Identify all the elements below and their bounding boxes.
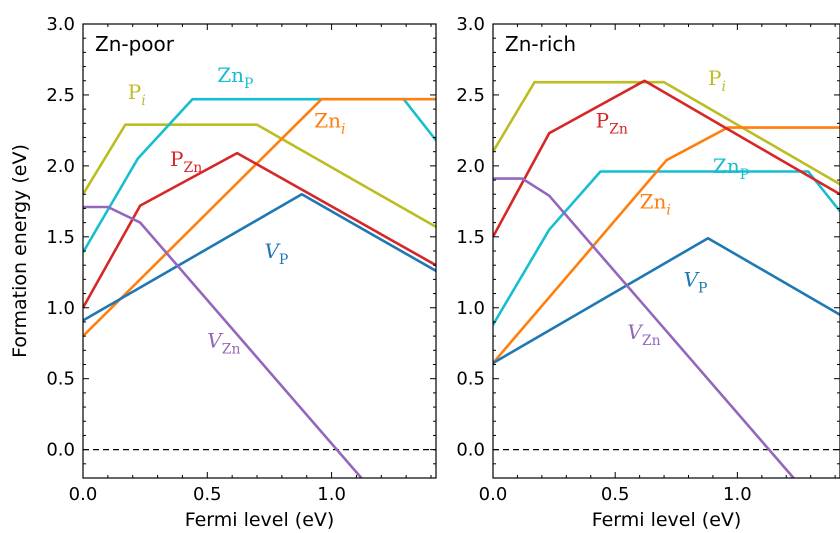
series-line-zn-p [493, 170, 840, 326]
series-line-p-zn [83, 151, 436, 309]
series-label-zn-i: Zni [314, 109, 345, 138]
series-label-v-zn: VZn [627, 320, 660, 349]
series-line-v-zn [493, 177, 795, 478]
y-tick-label: 1.5 [46, 227, 75, 248]
y-tick-label: 0.5 [456, 369, 485, 390]
y-tick-label: 1.5 [456, 227, 485, 248]
x-tick-label: 0.5 [193, 484, 222, 505]
y-tick-label: 0.0 [46, 440, 75, 461]
y-tick-label: 2.0 [46, 156, 75, 177]
series-line-v-zn [83, 205, 363, 478]
series-line-p-zn [493, 79, 840, 238]
x-tick-label: 1.0 [317, 484, 346, 505]
series-label-v-p: VP [264, 239, 288, 268]
y-tick-label: 1.0 [456, 298, 485, 319]
y-tick-label: 3.0 [46, 14, 75, 35]
series-label-v-p: VP [684, 267, 708, 296]
series-line-p-i [493, 80, 840, 186]
series-label-zn-p: ZnP [713, 154, 749, 183]
y-tick-label: 2.5 [46, 85, 75, 106]
series-label-zn-i: Zni [640, 189, 671, 218]
series-line-zn-p [83, 97, 436, 254]
x-tick-label: 0.0 [69, 484, 98, 505]
y-tick-label: 1.0 [46, 298, 75, 319]
x-tick-label: 0.0 [479, 484, 508, 505]
series-label-p-i: Pi [708, 66, 726, 95]
x-axis-label: Fermi level (eV) [185, 509, 335, 531]
panel-zn-rich: 0.0 0.5 1.0 1.5 2.0 2.5 3.0 0.0 0.5 1.0 Fermi leve… [456, 14, 840, 531]
series-line-p-i [83, 123, 436, 229]
series-label-v-zn: VZn [207, 328, 240, 357]
series-line-v-p [83, 193, 436, 322]
y-tick-label: 3.0 [456, 14, 485, 35]
x-tick-label: 0.5 [601, 484, 630, 505]
series-line-zn-i [83, 97, 436, 338]
series-label-zn-p: ZnP [217, 63, 253, 92]
series-label-p-zn: PZn [170, 147, 202, 176]
y-tick-label: 2.5 [456, 85, 485, 106]
panel-title: Zn-poor [95, 32, 175, 56]
y-tick-label: 0.0 [456, 440, 485, 461]
series-label-p-i: Pi [128, 80, 146, 109]
series-label-p-zn: PZn [596, 109, 628, 138]
series-line-v-p [493, 236, 840, 365]
x-tick-label: 1.0 [723, 484, 752, 505]
y-tick-label: 0.5 [46, 369, 75, 390]
panel-title: Zn-rich [505, 32, 576, 56]
y-tick-label: 2.0 [456, 156, 485, 177]
x-axis-label: Fermi level (eV) [592, 509, 742, 531]
series-line-zn-i [493, 126, 840, 364]
panel-zn-poor: 0.0 0.5 1.0 1.5 2.0 2.5 3.0 0.0 0.5 1.0 Fermi leve… [9, 14, 437, 531]
y-axis-label: Formation energy (eV) [9, 144, 31, 358]
